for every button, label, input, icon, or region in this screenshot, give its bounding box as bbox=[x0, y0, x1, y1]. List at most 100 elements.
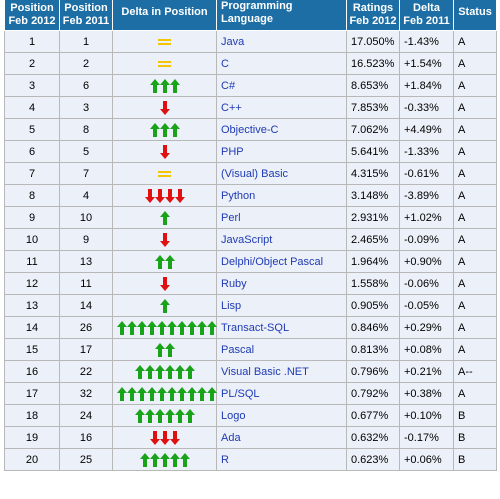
status-cell: B bbox=[453, 448, 497, 471]
up-arrows bbox=[134, 408, 195, 423]
up-arrows bbox=[139, 452, 190, 467]
up-arrows bbox=[159, 298, 170, 313]
table-row: 11 13 Delphi/Object Pascal 1.964% +0.90% A bbox=[4, 250, 497, 273]
language-link[interactable]: Lisp bbox=[221, 299, 242, 312]
language-cell: Objective-C bbox=[216, 118, 347, 141]
header-delta[interactable]: Delta Feb 2011 bbox=[399, 0, 454, 31]
arrow-up-icon bbox=[207, 386, 217, 401]
position-2011-cell: 17 bbox=[59, 338, 113, 361]
status-cell: A bbox=[453, 140, 497, 163]
position-2012-cell: 14 bbox=[4, 316, 60, 339]
table-row: 3 6 C# 8.653% +1.84% A bbox=[4, 74, 497, 97]
language-link[interactable]: PHP bbox=[221, 145, 244, 158]
equal-icon bbox=[158, 170, 171, 177]
arrow-up-icon bbox=[139, 452, 150, 467]
delta-position-cell bbox=[112, 140, 217, 163]
position-2012-cell: 11 bbox=[4, 250, 60, 273]
arrow-up-icon bbox=[144, 408, 155, 423]
position-2012-cell: 20 bbox=[4, 448, 60, 471]
arrow-down-icon bbox=[159, 144, 170, 159]
language-cell: Lisp bbox=[216, 294, 347, 317]
header-position-2011[interactable]: Position Feb 2011 bbox=[59, 0, 113, 31]
arrow-down-icon bbox=[169, 430, 180, 445]
language-link[interactable]: C# bbox=[221, 79, 236, 92]
delta-cell: +0.29% bbox=[399, 316, 454, 339]
language-link[interactable]: Pascal bbox=[221, 343, 255, 356]
language-cell: C bbox=[216, 52, 347, 75]
language-link[interactable]: PL/SQL bbox=[221, 387, 260, 400]
language-link[interactable]: (Visual) Basic bbox=[221, 167, 289, 180]
position-2012-cell: 17 bbox=[4, 382, 60, 405]
arrow-down-icon bbox=[159, 232, 170, 247]
rating-cell: 0.813% bbox=[346, 338, 400, 361]
language-link[interactable]: JavaScript bbox=[221, 233, 273, 246]
arrow-up-icon bbox=[197, 386, 207, 401]
arrow-up-icon bbox=[144, 364, 155, 379]
language-link[interactable]: Ruby bbox=[221, 277, 247, 290]
language-cell: (Visual) Basic bbox=[216, 162, 347, 185]
arrow-up-icon bbox=[159, 122, 170, 137]
arrow-up-icon bbox=[127, 320, 137, 335]
position-2011-cell: 1 bbox=[59, 30, 113, 53]
language-link[interactable]: Java bbox=[221, 35, 245, 48]
language-link[interactable]: Objective-C bbox=[221, 123, 279, 136]
position-2011-cell: 11 bbox=[59, 272, 113, 295]
language-link[interactable]: Perl bbox=[221, 211, 241, 224]
status-cell: A bbox=[453, 184, 497, 207]
status-cell: A bbox=[453, 294, 497, 317]
delta-cell: +0.38% bbox=[399, 382, 454, 405]
table-row: 20 25 R 0.623% +0.06% B bbox=[4, 448, 497, 471]
language-cell: Ada bbox=[216, 426, 347, 449]
position-2011-cell: 4 bbox=[59, 184, 113, 207]
language-link[interactable]: Delphi/Object Pascal bbox=[221, 255, 324, 268]
language-link[interactable]: Logo bbox=[221, 409, 246, 422]
status-cell: A bbox=[453, 250, 497, 273]
header-ratings[interactable]: Ratings Feb 2012 bbox=[346, 0, 400, 31]
status-cell: A bbox=[453, 52, 497, 75]
table-row: 5 8 Objective-C 7.062% +4.49% A bbox=[4, 118, 497, 141]
delta-cell: -0.33% bbox=[399, 96, 454, 119]
position-2011-cell: 14 bbox=[59, 294, 113, 317]
rating-cell: 3.148% bbox=[346, 184, 400, 207]
arrow-up-icon bbox=[159, 298, 170, 313]
table-row: 18 24 Logo 0.677% +0.10% B bbox=[4, 404, 497, 427]
position-2012-cell: 1 bbox=[4, 30, 60, 53]
language-cell: C++ bbox=[216, 96, 347, 119]
arrow-up-icon bbox=[147, 320, 157, 335]
language-link[interactable]: R bbox=[221, 453, 229, 466]
language-link[interactable]: C++ bbox=[221, 101, 242, 114]
arrow-down-icon bbox=[164, 188, 175, 203]
position-2012-cell: 6 bbox=[4, 140, 60, 163]
position-2012-cell: 4 bbox=[4, 96, 60, 119]
arrow-up-icon bbox=[197, 320, 207, 335]
arrow-up-icon bbox=[154, 364, 165, 379]
delta-position-cell bbox=[112, 272, 217, 295]
language-link[interactable]: Ada bbox=[221, 431, 241, 444]
header-delta-position[interactable]: Delta in Position bbox=[112, 0, 217, 31]
up-arrows bbox=[134, 364, 195, 379]
language-link[interactable]: C bbox=[221, 57, 229, 70]
position-2011-cell: 2 bbox=[59, 52, 113, 75]
delta-position-cell bbox=[112, 184, 217, 207]
status-cell: A bbox=[453, 338, 497, 361]
language-link[interactable]: Python bbox=[221, 189, 256, 202]
language-link[interactable]: Transact-SQL bbox=[221, 321, 290, 334]
delta-position-cell bbox=[112, 228, 217, 251]
header-position-2012[interactable]: Position Feb 2012 bbox=[4, 0, 60, 31]
up-arrows bbox=[117, 320, 217, 335]
arrow-up-icon bbox=[169, 78, 180, 93]
arrow-up-icon bbox=[154, 408, 165, 423]
down-arrows bbox=[159, 276, 170, 291]
delta-position-cell bbox=[112, 338, 217, 361]
position-2012-cell: 10 bbox=[4, 228, 60, 251]
rating-cell: 0.623% bbox=[346, 448, 400, 471]
position-2012-cell: 8 bbox=[4, 184, 60, 207]
table-row: 15 17 Pascal 0.813% +0.08% A bbox=[4, 338, 497, 361]
header-status[interactable]: Status bbox=[453, 0, 497, 31]
header-language[interactable]: Programming Language bbox=[216, 0, 347, 31]
rating-cell: 0.846% bbox=[346, 316, 400, 339]
arrow-up-icon bbox=[187, 320, 197, 335]
position-2012-cell: 2 bbox=[4, 52, 60, 75]
language-cell: Delphi/Object Pascal bbox=[216, 250, 347, 273]
language-link[interactable]: Visual Basic .NET bbox=[221, 365, 309, 378]
